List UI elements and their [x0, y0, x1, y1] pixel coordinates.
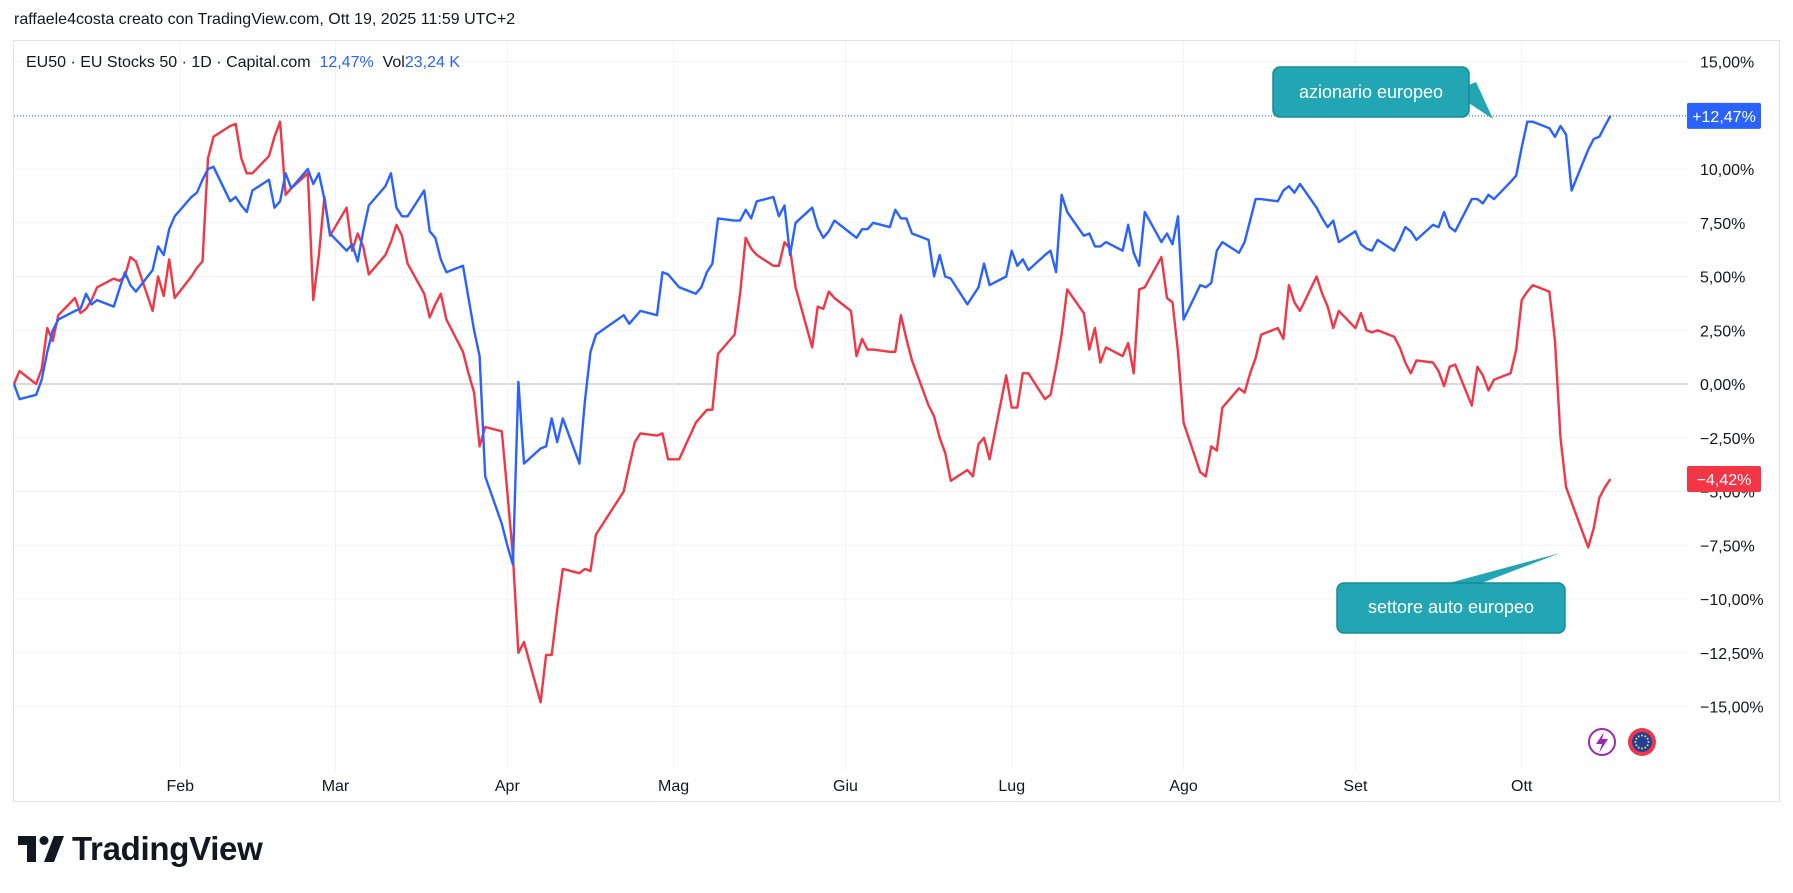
y-axis-tick-label: −7,50%: [1700, 538, 1755, 555]
callout-label: azionario europeo: [1299, 82, 1443, 102]
last-value-label: −4,42%: [1697, 472, 1752, 489]
y-axis-tick-label: 10,00%: [1700, 162, 1754, 179]
eu-flag-star: [1641, 747, 1643, 750]
tradingview-logo-icon: [18, 836, 64, 862]
y-axis-tick-label: 2,50%: [1700, 323, 1745, 340]
eu-flag-star: [1646, 737, 1649, 740]
y-axis-tick-label: 15,00%: [1700, 55, 1754, 72]
y-axis-tick-label: −10,00%: [1700, 592, 1764, 609]
y-axis-tick-label: −15,00%: [1700, 700, 1764, 717]
series-line-auto-sector[interactable]: [12, 120, 1612, 704]
eu-flag-star: [1635, 744, 1638, 747]
x-axis-tick-label: Ott: [1511, 778, 1533, 795]
x-axis-tick-label: Feb: [167, 778, 195, 795]
tradingview-logo-text: TradingView: [72, 830, 263, 867]
last-value-badge-red: [1687, 466, 1761, 493]
eu-flag-star: [1635, 737, 1638, 740]
x-axis-tick-label: Lug: [998, 778, 1025, 795]
last-value-label: +12,47%: [1692, 109, 1756, 126]
eu-flag-star: [1644, 746, 1647, 749]
callout-label: settore auto europeo: [1368, 597, 1534, 617]
legend-symbol: EU50 · EU Stocks 50 · 1D · Capital.com: [26, 54, 311, 71]
callout-box[interactable]: [1336, 582, 1566, 634]
x-axis-tick-label: Mar: [322, 778, 350, 795]
symbol-legend[interactable]: EU50 · EU Stocks 50 · 1D · Capital.com 1…: [26, 54, 460, 72]
eu-flag-star: [1641, 734, 1643, 737]
x-axis-tick-label: Set: [1343, 778, 1368, 795]
eu-flag-star: [1637, 735, 1640, 738]
callout-pointer: [1438, 553, 1560, 586]
x-axis-tick-label: Giu: [833, 778, 858, 795]
tradingview-logo[interactable]: TradingView: [18, 829, 263, 869]
legend-vol-label: Vol: [382, 54, 405, 71]
flash-icon-glyph: [1596, 732, 1608, 753]
y-axis-tick-label: −2,50%: [1700, 431, 1755, 448]
eu-flag-icon-inner: [1632, 732, 1652, 752]
chart-frame: [13, 40, 1780, 802]
x-axis-tick-label: Ago: [1169, 778, 1198, 795]
chart-credit: raffaele4costa creato con TradingView.co…: [14, 11, 516, 28]
callout-box[interactable]: [1272, 66, 1470, 118]
y-axis-tick-label: 7,50%: [1700, 216, 1745, 233]
y-axis-tick-label: 0,00%: [1700, 377, 1745, 394]
x-axis-tick-label: Mag: [658, 778, 689, 795]
eu-flag-star: [1646, 744, 1649, 747]
x-axis-tick-label: Apr: [495, 778, 521, 795]
y-axis-tick-label: −12,50%: [1700, 646, 1764, 663]
eu-flag-star: [1647, 741, 1650, 743]
eu-flag-star: [1637, 746, 1640, 749]
eu-flag-star: [1634, 741, 1637, 743]
last-value-badge-blue: [1687, 102, 1761, 129]
series-line-eu-stocks-50[interactable]: [12, 115, 1612, 566]
eu-flag-star: [1644, 735, 1647, 738]
y-axis-tick-label: 5,00%: [1700, 270, 1745, 287]
legend-vol-value: 23,24 K: [404, 54, 460, 71]
legend-change: 12,47%: [319, 54, 374, 71]
